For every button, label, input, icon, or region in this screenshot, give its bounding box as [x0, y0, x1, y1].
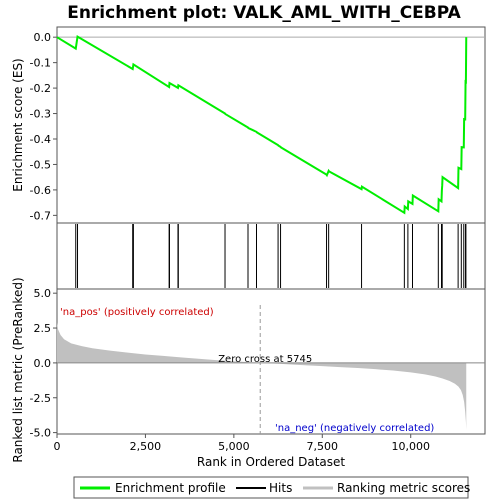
es-panel-frame	[56, 26, 486, 224]
legend-metric-label: Ranking metric scores	[337, 481, 470, 495]
legend-box	[73, 476, 469, 499]
es-y-axis: 0.0 -0.1 -0.2 -0.3 -0.4 -0.5 -0.6 -0.7	[30, 31, 57, 222]
metric-y-tick-label: -5.0	[30, 427, 51, 440]
zero-cross-label: Zero cross at 5745	[218, 354, 312, 365]
legend-hits-label: Hits	[269, 481, 292, 495]
legend: Enrichment profile Hits Ranking metric s…	[73, 476, 470, 499]
enrichment-profile-line	[56, 35, 468, 215]
metric-y-axis: 5.0 2.5 0.0 -2.5 -5.0	[30, 287, 57, 440]
x-tick-label: 0	[54, 440, 61, 453]
es-panel: 0.0 -0.1 -0.2 -0.3 -0.4 -0.5 -0.6 -0.7 Enrichme…	[11, 26, 486, 224]
metric-y-tick-label: 2.5	[34, 322, 52, 335]
x-tick-label: 7,500	[307, 440, 339, 453]
es-y-tick-label: -0.4	[30, 133, 51, 146]
x-tick-label: 5,000	[218, 440, 250, 453]
es-y-tick-label: -0.2	[30, 82, 51, 95]
metric-y-tick-label: 5.0	[34, 287, 52, 300]
negative-correlation-label: 'na_neg' (negatively correlated)	[275, 423, 434, 434]
x-tick-label: 2,500	[130, 440, 162, 453]
hits-panel	[56, 222, 486, 290]
metric-y-tick-label: 0.0	[34, 357, 52, 370]
es-y-tick-label: -0.3	[30, 108, 51, 121]
es-y-tick-label: -0.5	[30, 158, 51, 171]
metric-y-tick-label: -2.5	[30, 392, 51, 405]
metric-y-axis-label: Ranked list metric (PreRanked)	[11, 277, 25, 462]
metric-x-axis: 0 2,500 5,000 7,500 10,000	[54, 434, 430, 453]
legend-enrichment-label: Enrichment profile	[115, 481, 226, 495]
es-y-tick-label: -0.1	[30, 57, 51, 70]
hits-panel-frame	[56, 222, 486, 290]
metric-panel: Zero cross at 5745 'na_pos' (positively …	[11, 277, 486, 469]
x-axis-label: Rank in Ordered Dataset	[197, 455, 345, 469]
hit-marks	[75, 224, 467, 288]
positive-correlation-label: 'na_pos' (positively correlated)	[60, 307, 214, 318]
es-y-axis-label: Enrichment score (ES)	[11, 58, 25, 191]
es-y-tick-label: -0.7	[30, 209, 51, 222]
x-tick-label: 10,000	[391, 440, 430, 453]
es-y-tick-label: 0.0	[34, 31, 52, 44]
es-y-tick-label: -0.6	[30, 184, 51, 197]
chart-title: Enrichment plot: VALK_AML_WITH_CEBPA	[67, 3, 461, 23]
